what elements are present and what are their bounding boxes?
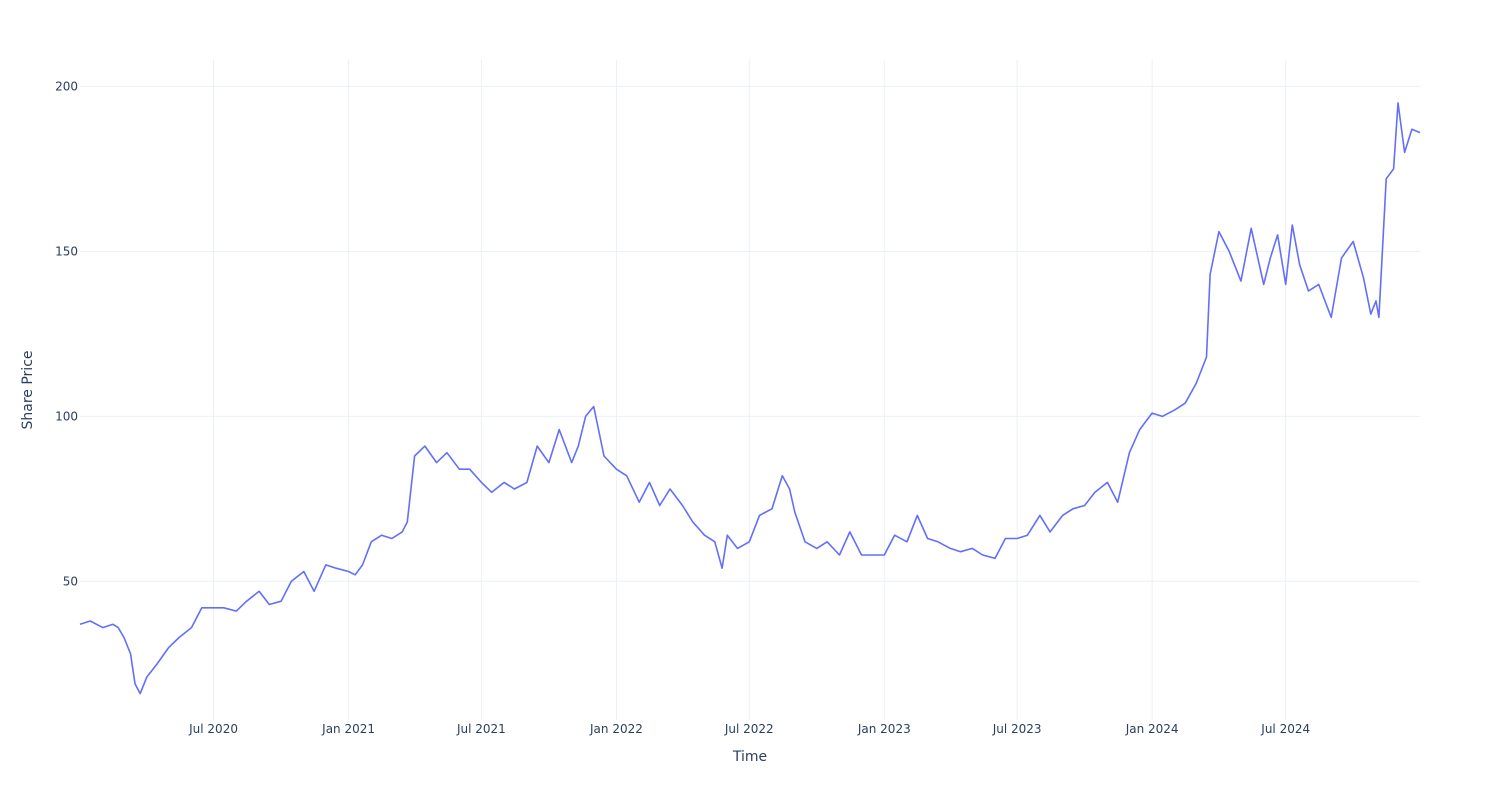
share-price-line	[79, 102, 1421, 695]
y-axis-title: Share Price	[20, 350, 36, 429]
x-tick-label: Jul 2021	[456, 722, 506, 736]
x-tick-label: Jul 2022	[724, 722, 774, 736]
x-tick-label: Jul 2024	[1260, 722, 1310, 736]
x-tick-label: Jan 2021	[321, 722, 375, 736]
gridlines	[80, 60, 1420, 720]
y-tick-label: 100	[55, 409, 78, 423]
x-axis-title: Time	[732, 749, 767, 765]
x-tick-label: Jan 2024	[1125, 722, 1179, 736]
y-tick-label: 150	[55, 244, 78, 258]
y-tick-label: 200	[55, 79, 78, 93]
x-tick-label: Jul 2023	[992, 722, 1042, 736]
tick-labels: Jul 2020 Jan 2021 Jul 2021 Jan 2022 Jul 2022…	[55, 79, 1310, 736]
plot-area	[79, 102, 1421, 695]
x-tick-label: Jan 2023	[857, 722, 911, 736]
x-tick-label: Jan 2022	[589, 722, 643, 736]
x-tick-label: Jul 2020	[188, 722, 238, 736]
y-tick-label: 50	[63, 574, 78, 588]
